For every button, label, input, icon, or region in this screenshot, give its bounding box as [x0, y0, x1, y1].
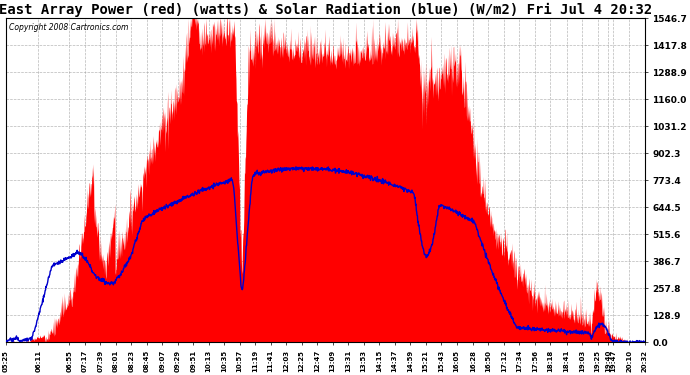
Text: Copyright 2008 Cartronics.com: Copyright 2008 Cartronics.com [9, 23, 128, 32]
Title: East Array Power (red) (watts) & Solar Radiation (blue) (W/m2) Fri Jul 4 20:32: East Array Power (red) (watts) & Solar R… [0, 3, 652, 17]
